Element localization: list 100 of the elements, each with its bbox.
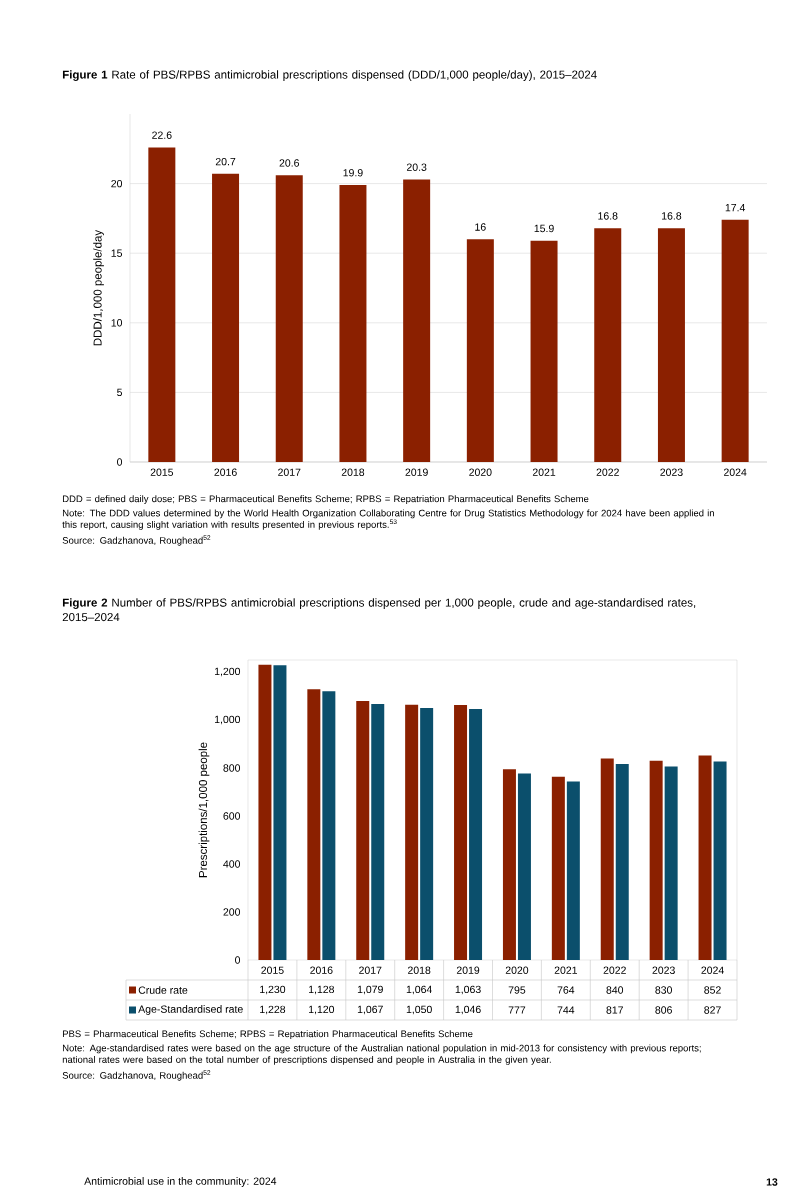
data-label: 830	[655, 986, 672, 994]
data-label: 827	[704, 1006, 721, 1014]
data-label: 22.6	[152, 131, 172, 139]
bar	[551, 776, 565, 961]
data-label: 1,046	[455, 1005, 481, 1015]
text: Note: The DDD values determined by the World Health Organization Collaborating Centre for Drug Statistics Methodology for 2024 have been applied in this report, causing slight variation with results presented in previous reports.$^{53}$	[62, 509, 714, 530]
data-label: 1,064	[406, 985, 432, 995]
x-tick-label: 2016	[310, 966, 333, 974]
bar	[594, 228, 622, 463]
data-label: 16.8	[598, 212, 618, 220]
bar	[405, 704, 419, 961]
x-tick-label: 2018	[408, 966, 431, 974]
x-tick-label: 2021	[554, 966, 577, 974]
y-tick-label: 200	[223, 908, 241, 916]
y-tick-label: 5	[117, 388, 123, 397]
bar	[258, 664, 272, 961]
bar	[212, 173, 240, 463]
text: PBS = Pharmaceutical Benefits Scheme; RPBS = Repatriation Pharmaceutical Benefits Scheme	[62, 1030, 473, 1040]
bar	[530, 240, 558, 463]
data-label: 817	[606, 1006, 623, 1014]
legend-label: Age-Standardised rate	[138, 1005, 243, 1015]
bar	[721, 219, 749, 463]
bar	[713, 761, 727, 961]
x-tick-label: 2019	[405, 468, 428, 476]
y-tick-label: 1,200	[214, 667, 241, 677]
y-tick-label: 10	[111, 319, 123, 327]
y-tick-label: 1,000	[214, 715, 241, 725]
x-tick-label: 2020	[469, 468, 492, 476]
source-note: Source: Gadzhanova, Roughead$^{52}$	[62, 1070, 211, 1081]
data-label: 1,128	[309, 985, 335, 995]
bar	[273, 665, 287, 961]
bar	[420, 708, 434, 961]
data-label: 1,079	[357, 985, 383, 995]
x-tick-label: 2015	[150, 468, 174, 476]
bar	[600, 758, 614, 961]
x-tick-label: 2024	[724, 468, 747, 476]
text: Note: Age-standardised rates were based on the age structure of the Australian national population in mid-2013 for consistency with previous reports; national rates were based on the total number of prescriptions dispensed and people in Australia in the given year.	[62, 1044, 701, 1065]
bar	[657, 228, 685, 463]
text: Antimicrobial use in the community: 2024	[84, 1177, 277, 1187]
bar	[307, 689, 321, 961]
data-label: 764	[557, 986, 575, 994]
y-axis-title: Prescriptions/1,000 people	[198, 742, 210, 878]
y-tick-label: 0	[117, 458, 123, 466]
y-tick-label: 0	[235, 956, 241, 964]
y-tick-label: 20	[111, 179, 123, 188]
bar	[615, 763, 629, 961]
x-tick-label: 2023	[652, 966, 675, 974]
data-label: 1,120	[309, 1005, 335, 1015]
data-label: 806	[655, 1006, 672, 1014]
bar	[517, 773, 531, 961]
data-label: 777	[508, 1006, 526, 1014]
data-label: 1,230	[260, 985, 286, 995]
x-tick-label: 2017	[278, 468, 301, 476]
text: 13	[766, 1178, 778, 1186]
x-tick-label: 2022	[596, 468, 619, 476]
data-label: 744	[557, 1006, 575, 1014]
x-tick-label: 2023	[660, 468, 683, 476]
data-label: 1,050	[406, 1005, 432, 1015]
data-label: 1,228	[260, 1005, 286, 1015]
bar	[454, 704, 468, 961]
data-label: 20.6	[279, 159, 299, 167]
x-tick-label: 2021	[532, 468, 556, 476]
x-tick-label: 2017	[359, 966, 382, 974]
source-note: Source: Gadzhanova, Roughead$^{52}$	[62, 535, 211, 546]
bar	[566, 781, 580, 961]
x-tick-label: 2015	[261, 966, 284, 974]
data-label: 840	[606, 986, 624, 994]
bar	[275, 175, 303, 463]
data-label: 852	[704, 986, 721, 994]
y-tick-label: 800	[223, 764, 241, 772]
data-label: 16	[475, 223, 486, 231]
chart-title: Figure 1 Rate of PBS/RPBS antimicrobial prescriptions dispensed (DDD/1,000 people/day), 2015–2024	[62, 70, 597, 81]
data-label: 15.9	[534, 224, 554, 233]
bar	[403, 179, 431, 463]
bar	[664, 766, 678, 961]
bar	[466, 239, 494, 463]
bar	[649, 760, 663, 961]
bar	[698, 755, 712, 961]
data-label: 19.9	[343, 169, 363, 177]
data-label: 795	[508, 986, 526, 994]
data-label: 1,067	[357, 1005, 383, 1015]
x-tick-label: 2016	[214, 468, 237, 476]
data-label: 1,063	[455, 985, 481, 995]
bar	[502, 769, 516, 961]
bar	[339, 185, 367, 463]
x-tick-label: 2019	[456, 966, 480, 974]
y-tick-label: 600	[223, 812, 241, 820]
chart-title: Figure 2 Number of PBS/RPBS antimicrobial prescriptions dispensed per 1,000 people, crude and age-standardised rates, 2015–2024	[62, 598, 696, 622]
x-tick-label: 2022	[603, 966, 626, 974]
bar	[148, 147, 176, 463]
bar	[356, 701, 370, 961]
y-tick-label: 400	[223, 860, 241, 868]
bar	[322, 691, 336, 961]
bar	[371, 703, 385, 961]
data-label: 16.8	[662, 212, 682, 220]
x-tick-label: 2020	[505, 966, 529, 974]
data-label: 17.4	[725, 204, 746, 212]
bar	[469, 708, 483, 961]
text: DDD = defined daily dose; PBS = Pharmaceutical Benefits Scheme; RPBS = Repatriation Pharmaceutical Benefits Scheme	[62, 495, 589, 505]
y-tick-label: 15	[111, 249, 123, 257]
